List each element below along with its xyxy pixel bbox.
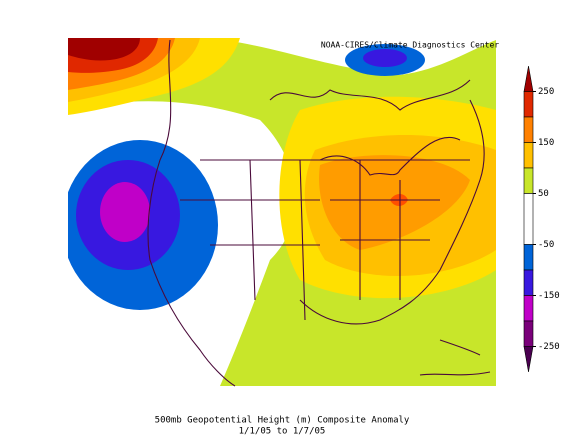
colorbar-band — [523, 167, 534, 194]
colorbar-band — [523, 91, 534, 118]
caption-dates: 1/1/05 to 1/7/05 — [239, 427, 326, 437]
colorbar-band — [523, 116, 534, 143]
colorbar-band — [523, 295, 534, 322]
anomaly-map — [68, 38, 496, 386]
colorbar-tick-label: -50 — [538, 240, 554, 250]
colorbar-band — [523, 269, 534, 296]
colorbar-band — [523, 65, 534, 92]
colorbar-band — [523, 346, 534, 373]
colorbar-band — [523, 142, 534, 169]
colorbar-band — [523, 320, 534, 347]
colorbar-band — [523, 244, 534, 271]
coastlines-borders — [147, 39, 491, 387]
colorbar-tick-label: -250 — [538, 342, 560, 352]
colorbar: 250 150 50 -50 -150 -250 — [523, 65, 560, 373]
colorbar-tick-label: 50 — [538, 189, 549, 199]
colorbar-tick-label: -150 — [538, 291, 560, 301]
colorbar-band — [523, 193, 534, 245]
credit: NOAA-CIRES/Climate Diagnostics Center — [321, 41, 499, 50]
colorbar-tick-label: 250 — [538, 87, 554, 97]
caption-title: 500mb Geopotential Height (m) Composite … — [155, 416, 410, 426]
colorbar-tick-label: 150 — [538, 138, 554, 148]
